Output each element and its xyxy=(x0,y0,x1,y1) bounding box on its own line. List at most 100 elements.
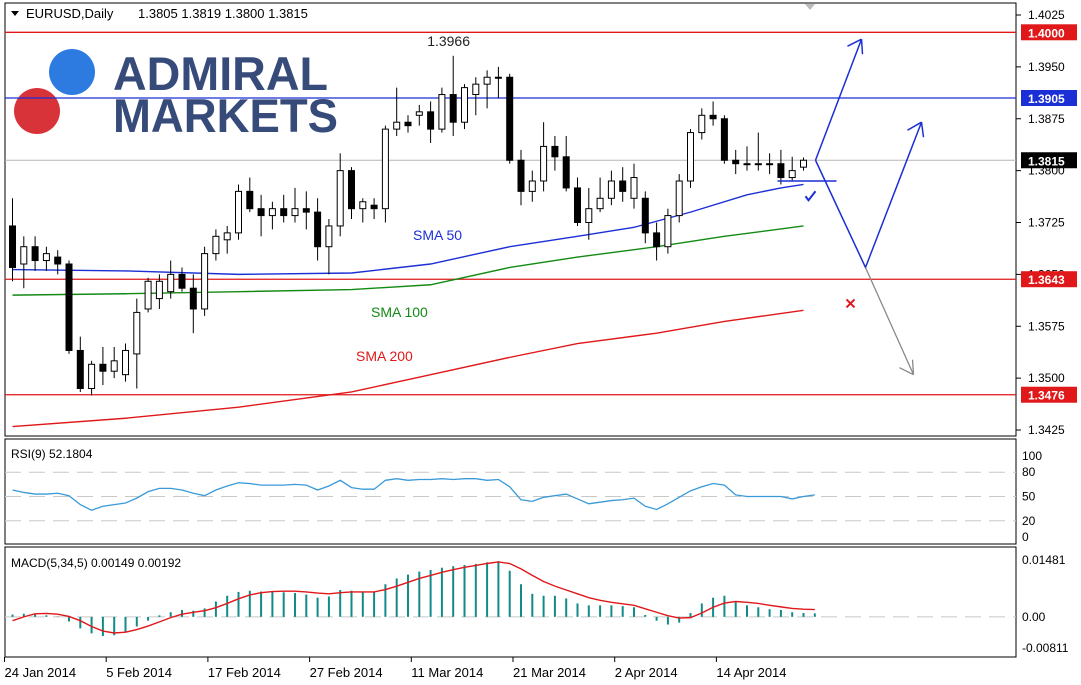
candle-body-bearish xyxy=(641,197,649,234)
candle-body-bullish xyxy=(381,128,389,210)
price-axis: 1.40251.39501.38751.38001.37251.36501.35… xyxy=(1016,8,1077,437)
candle xyxy=(291,187,299,223)
candle xyxy=(325,219,333,275)
high-annotation: 1.3966 xyxy=(427,33,470,49)
candle-body-bullish xyxy=(687,132,694,182)
candle xyxy=(461,84,468,130)
candle xyxy=(246,177,254,213)
level-price-tag-label: 1.4000 xyxy=(1028,26,1065,40)
candle xyxy=(155,274,163,309)
sma-label: SMA 200 xyxy=(356,348,413,364)
candle-body-bearish xyxy=(280,208,288,217)
candle xyxy=(144,277,152,313)
price-tick-label: 1.3725 xyxy=(1028,216,1065,230)
forecast-path-up xyxy=(814,38,863,161)
candle-body-bullish xyxy=(788,170,796,179)
level-price-tag xyxy=(1021,386,1077,403)
candle xyxy=(404,115,412,133)
sma-label: SMA 50 xyxy=(413,227,462,243)
price-tick-label: 1.3950 xyxy=(1028,60,1065,74)
price-tick-label: 1.3500 xyxy=(1028,371,1065,385)
level-price-tag xyxy=(1021,271,1077,288)
logo-blue-dot xyxy=(49,49,95,95)
price-tick-label: 1.3575 xyxy=(1028,319,1065,333)
candle xyxy=(619,167,627,202)
time-axis: 24 Jan 2014 5 Feb 2014 17 Feb 2014 27 Feb 2… xyxy=(4,657,787,680)
candle-body-bullish xyxy=(754,163,762,166)
rsi-tick-label: 100 xyxy=(1022,449,1042,463)
candle xyxy=(664,208,672,254)
candle xyxy=(788,156,796,181)
candle xyxy=(42,246,50,271)
time-tick-label: 17 Feb 2014 xyxy=(208,665,281,680)
logo-red-dot xyxy=(14,88,60,134)
dropdown-arrow-icon[interactable] xyxy=(11,11,19,16)
candle-body-bullish xyxy=(336,170,344,227)
candle xyxy=(393,87,401,137)
candle-body-bullish xyxy=(472,83,480,96)
candle-body-bearish xyxy=(189,287,197,310)
candle xyxy=(427,101,435,143)
candle xyxy=(483,70,491,109)
ohlc-readout: 1.3805 1.3819 1.3800 1.3815 xyxy=(138,6,308,21)
candle-body-bearish xyxy=(370,204,378,210)
candle xyxy=(709,101,717,126)
candle-body-bullish xyxy=(359,201,367,210)
candle-body-bearish xyxy=(551,145,559,158)
candle xyxy=(212,229,220,261)
current-price-tag xyxy=(1021,152,1077,169)
candle-body-bullish xyxy=(155,280,163,300)
candle-body-bullish xyxy=(743,163,751,166)
macd-tick-label: 0.01481 xyxy=(1022,553,1066,567)
scroll-marker-icon[interactable] xyxy=(805,4,815,10)
candle xyxy=(800,157,807,171)
candle-body-bearish xyxy=(449,94,457,123)
candle xyxy=(574,177,581,226)
symbol-title: EURUSD,Daily xyxy=(26,6,114,21)
current-price-tag-label: 1.3815 xyxy=(1028,154,1065,168)
candle xyxy=(698,108,706,140)
candle xyxy=(280,194,288,223)
candle-body-bullish xyxy=(630,177,638,199)
level-price-tag-label: 1.3476 xyxy=(1028,389,1065,403)
candle-body-bullish xyxy=(291,208,299,217)
candle-body-bullish xyxy=(675,180,683,217)
candle-body-bullish xyxy=(664,215,672,248)
rsi-tick-label: 50 xyxy=(1022,490,1036,504)
candle-body-bullish xyxy=(698,114,706,134)
rsi-plot: 100 80 50 20 0 xyxy=(5,449,1042,544)
level-price-tag xyxy=(1021,24,1077,41)
forecast-arrowhead xyxy=(847,38,864,55)
candle xyxy=(167,260,175,299)
candle xyxy=(585,187,593,240)
candle-body-bullish xyxy=(607,180,615,199)
price-tick-label: 1.4025 xyxy=(1028,8,1065,22)
macd-plot: 0.01481 0.00 -0.00811 xyxy=(5,553,1069,655)
candle-body-bullish xyxy=(144,280,152,310)
candle xyxy=(110,347,118,379)
time-tick-label: 27 Feb 2014 xyxy=(310,665,383,680)
candle-body-bearish xyxy=(348,170,355,210)
candle xyxy=(449,55,457,137)
candle xyxy=(675,174,683,223)
candle-body-bearish xyxy=(65,263,73,351)
candle-body-bearish xyxy=(31,246,39,262)
candle xyxy=(766,153,774,175)
candle xyxy=(494,66,502,98)
candle xyxy=(562,136,570,192)
candle-body-bearish xyxy=(314,211,322,248)
candle-body-bullish xyxy=(540,145,548,182)
candle-body-bearish xyxy=(178,273,186,289)
level-price-tag-label: 1.3643 xyxy=(1028,273,1065,287)
candle xyxy=(720,115,728,164)
candle xyxy=(133,298,141,389)
time-tick-label: 21 Mar 2014 xyxy=(513,665,586,680)
candle-body-bearish xyxy=(302,208,310,213)
candle xyxy=(201,246,209,316)
price-tick-label: 1.3425 xyxy=(1028,423,1065,437)
time-tick-label: 5 Feb 2014 xyxy=(106,665,172,680)
candle-body-bullish xyxy=(167,273,175,293)
macd-signal-line xyxy=(12,561,815,634)
candle-body-bullish xyxy=(438,94,446,130)
